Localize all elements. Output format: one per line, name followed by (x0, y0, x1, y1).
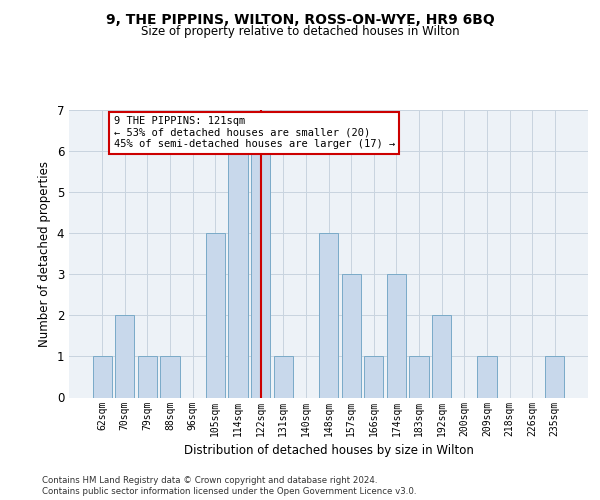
Bar (432, 316, 451, 398)
Bar (160, 356, 180, 398)
Bar (387, 274, 406, 398)
Bar (477, 356, 497, 398)
Text: Contains HM Land Registry data © Crown copyright and database right 2024.: Contains HM Land Registry data © Crown c… (42, 476, 377, 485)
Bar (409, 356, 428, 398)
Bar (138, 356, 157, 398)
Bar (115, 316, 134, 398)
Bar (206, 233, 225, 398)
Bar (319, 233, 338, 398)
Text: 9, THE PIPPINS, WILTON, ROSS-ON-WYE, HR9 6BQ: 9, THE PIPPINS, WILTON, ROSS-ON-WYE, HR9… (106, 12, 494, 26)
X-axis label: Distribution of detached houses by size in Wilton: Distribution of detached houses by size … (184, 444, 473, 457)
Text: Size of property relative to detached houses in Wilton: Size of property relative to detached ho… (140, 25, 460, 38)
Bar (274, 356, 293, 398)
Text: Contains public sector information licensed under the Open Government Licence v3: Contains public sector information licen… (42, 488, 416, 496)
Bar (341, 274, 361, 398)
Bar (251, 151, 270, 398)
Bar (229, 151, 248, 398)
Bar (545, 356, 565, 398)
Bar (364, 356, 383, 398)
Bar (92, 356, 112, 398)
Text: 9 THE PIPPINS: 121sqm
← 53% of detached houses are smaller (20)
45% of semi-deta: 9 THE PIPPINS: 121sqm ← 53% of detached … (113, 116, 395, 150)
Y-axis label: Number of detached properties: Number of detached properties (38, 161, 51, 347)
